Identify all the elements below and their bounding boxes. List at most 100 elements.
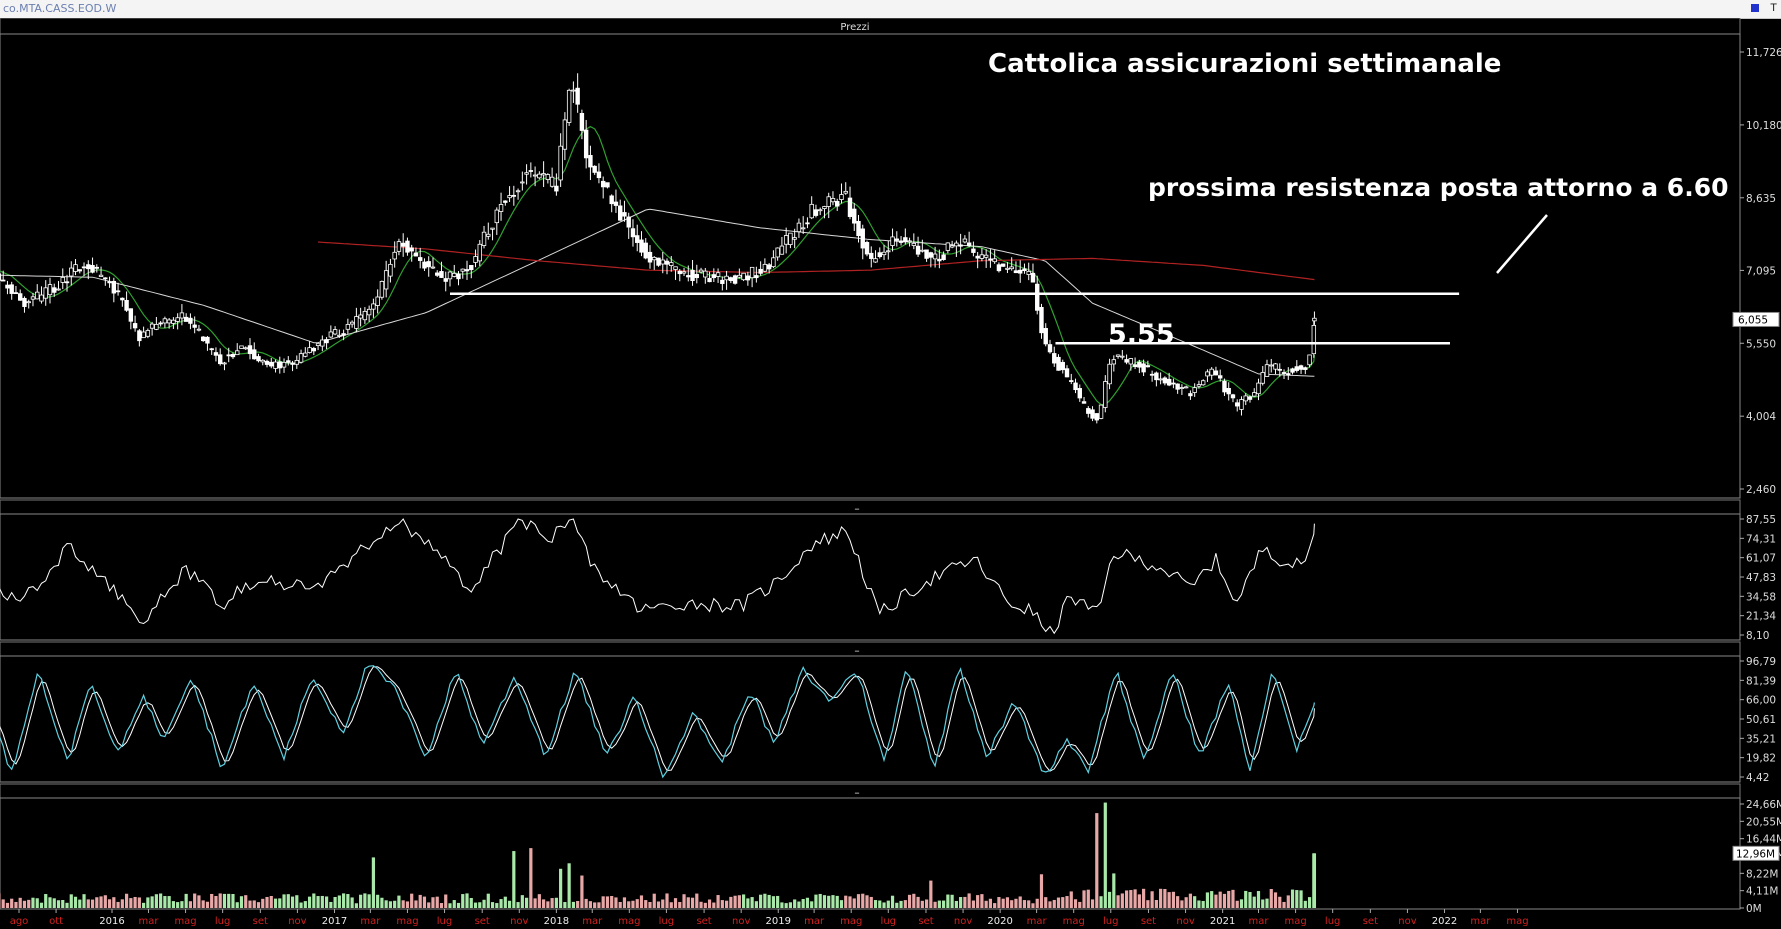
volume-collapse-label[interactable]: –	[854, 787, 859, 799]
price-candle	[873, 250, 878, 263]
rsi-collapse-label[interactable]: –	[854, 503, 859, 515]
x-tick-label: mag	[396, 916, 418, 927]
price-candle	[1298, 364, 1304, 374]
price-candle	[1196, 380, 1202, 389]
volume-bar	[1, 899, 5, 908]
x-tick-label: lug	[659, 916, 674, 927]
volume-bar	[1150, 891, 1154, 908]
volume-bar	[542, 899, 546, 908]
volume-bar	[18, 897, 22, 908]
chart-area[interactable]: Prezzi 11,726 10,180 8,635 7,095 5,550 4,004 2…	[0, 18, 1781, 929]
price-candle	[852, 203, 857, 231]
volume-bar	[129, 898, 133, 908]
color-square-icon[interactable]	[1751, 4, 1759, 12]
volume-bar	[218, 893, 222, 908]
volume-bar	[1180, 900, 1184, 908]
volume-bar	[703, 902, 707, 908]
volume-bar	[124, 893, 129, 908]
volume-bar	[605, 896, 610, 908]
price-candle	[1145, 360, 1151, 368]
volume-bar	[31, 897, 35, 908]
price-candle	[903, 228, 908, 245]
price-candle	[677, 268, 682, 282]
volume-bar	[86, 899, 90, 908]
price-candle	[337, 329, 342, 338]
last-price-marker: 6,055	[1732, 311, 1780, 327]
price-candle	[486, 222, 491, 240]
rsi-panel[interactable]: – 87,55 74,31 61,07 47,83 34,58 21,34 8,10	[0, 499, 1776, 642]
price-candle	[1077, 384, 1082, 402]
volume-bar	[588, 901, 593, 908]
price-candle	[528, 162, 534, 178]
volume-bar	[933, 901, 937, 908]
price-candle	[1303, 366, 1308, 375]
price-candle	[996, 262, 1002, 273]
price-candle	[605, 182, 610, 189]
price-candle	[664, 258, 670, 275]
volume-bar	[1171, 891, 1175, 908]
volume-bar	[48, 897, 52, 908]
y-tick-label: 74,31	[1746, 533, 1776, 545]
price-candle	[596, 163, 602, 184]
volume-bar	[1137, 894, 1141, 908]
volume-bar	[1193, 896, 1197, 908]
price-y-tick-label: 7,095	[1746, 265, 1776, 277]
volume-bar	[954, 900, 958, 908]
volume-bars: 12,96M	[0, 802, 1780, 908]
stochastic-panel[interactable]: – 96,79 81,39 66,00 50,61 35,21 19,82 4,42	[0, 641, 1776, 784]
price-candle	[196, 324, 202, 332]
volume-bar	[797, 901, 801, 908]
price-candle	[30, 292, 36, 307]
volume-bar	[495, 903, 499, 908]
price-candle	[975, 251, 980, 269]
price-candle	[366, 305, 372, 322]
volume-bar	[873, 900, 878, 908]
volume-bar	[261, 898, 265, 908]
price-candle	[1111, 355, 1117, 372]
volume-bar	[452, 900, 456, 908]
price-y-axis: 11,726 10,180 8,635 7,095 5,550 4,004 2,460	[1740, 47, 1781, 496]
x-tick-label: ago	[10, 916, 29, 927]
volume-bar	[822, 895, 827, 908]
volume-bar	[456, 902, 461, 908]
price-candle	[1098, 404, 1104, 420]
y-tick-label: 35,21	[1746, 733, 1776, 745]
volume-bar	[1214, 894, 1218, 908]
price-candle	[452, 264, 457, 278]
price-candle	[0, 273, 2, 281]
volume-bar	[584, 898, 588, 908]
price-candle	[1022, 263, 1027, 274]
price-candle	[498, 192, 504, 221]
volume-bar	[907, 894, 912, 908]
y-tick-label: 8,10	[1746, 630, 1769, 642]
x-tick-label: mar	[804, 916, 825, 927]
volume-bar	[256, 902, 261, 908]
price-candle	[145, 328, 151, 339]
price-panel[interactable]: Prezzi 11,726 10,180 8,635 7,095 5,550 4,004 2…	[0, 18, 1781, 499]
price-candle	[686, 265, 691, 282]
price-candle	[618, 199, 623, 221]
stochastic-collapse-label[interactable]: –	[854, 645, 859, 657]
price-candle	[1035, 275, 1040, 315]
volume-bar	[920, 900, 924, 908]
volume-bar	[363, 893, 367, 908]
volume-current-box	[1732, 845, 1780, 861]
x-tick-label: lug	[215, 916, 230, 927]
price-candle	[894, 231, 899, 247]
price-candle	[800, 216, 806, 234]
volume-bar	[295, 895, 299, 908]
x-tick-label: set	[1363, 916, 1378, 927]
price-candle	[9, 281, 14, 300]
price-candle	[1103, 375, 1108, 413]
x-tick-label: mar	[1249, 916, 1270, 927]
volume-bar	[1261, 899, 1265, 908]
price-candle	[966, 231, 972, 248]
price-candle	[439, 261, 444, 279]
volume-bar	[1031, 903, 1035, 908]
volume-bar	[805, 897, 810, 908]
price-candle	[673, 266, 678, 280]
volume-bar	[350, 897, 354, 908]
price-candle	[205, 335, 210, 351]
volume-bar	[167, 896, 171, 908]
